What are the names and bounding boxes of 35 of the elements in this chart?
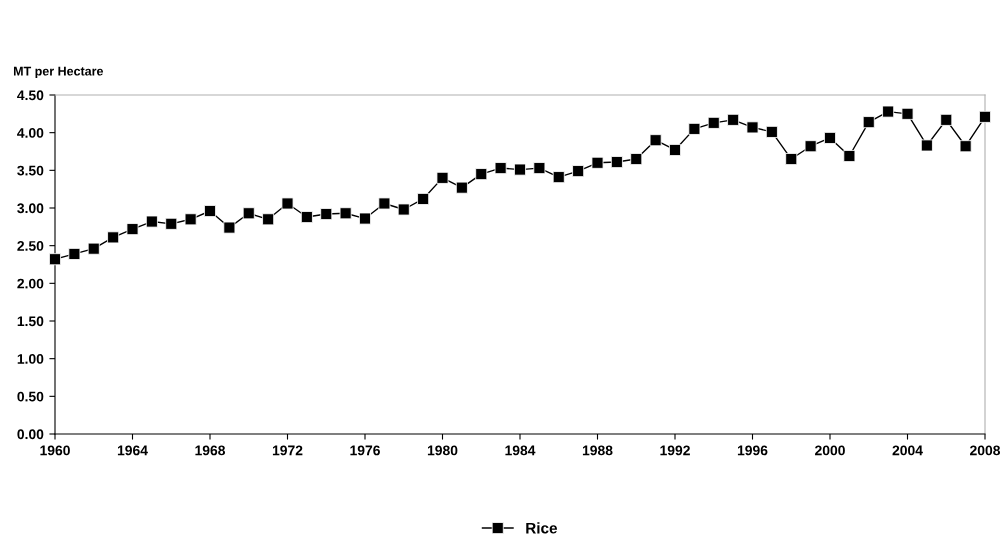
y-tick-label: 0.00 — [17, 429, 44, 440]
y-tick-label: 0.50 — [17, 391, 44, 402]
x-tick-label: 1972 — [272, 445, 303, 456]
point — [824, 131, 836, 144]
x-tick-label: 2000 — [815, 445, 845, 456]
x-tick-label: 1988 — [582, 445, 613, 456]
x-tick-label: 1964 — [117, 445, 148, 456]
x-tick-label: 1980 — [427, 445, 458, 456]
y-tick-label: 4.50 — [17, 90, 44, 101]
y-axis-title: MT per Hectare — [13, 66, 104, 79]
x-tick-label: 1968 — [195, 445, 226, 456]
y-tick-label: 4.00 — [17, 128, 44, 138]
x-tick-label: 2004 — [892, 445, 923, 456]
point — [514, 163, 526, 176]
x-tick-label: 1992 — [660, 445, 690, 456]
y-tick-label: 2.50 — [17, 241, 44, 251]
point — [300, 211, 313, 224]
point — [979, 110, 991, 123]
x-tick-label: 1984 — [505, 445, 536, 456]
y-tick-label: 3.00 — [17, 203, 44, 214]
x-tick-label: 2008 — [970, 445, 1001, 456]
point — [843, 150, 856, 162]
point — [785, 153, 798, 166]
point — [204, 205, 216, 217]
x-tick-label: 1996 — [737, 445, 768, 456]
y-tick-label: 1.50 — [17, 316, 44, 327]
y-tick-label: 2.00 — [17, 278, 44, 289]
x-tick-label: 1976 — [350, 445, 380, 456]
legend-label: Rice — [526, 522, 557, 534]
point — [417, 192, 430, 205]
point — [610, 156, 623, 169]
x-tick-label: 1960 — [40, 445, 70, 456]
point — [320, 208, 333, 220]
y-tick-label: 1.00 — [17, 354, 44, 364]
y-tick-label: 3.50 — [17, 165, 44, 176]
